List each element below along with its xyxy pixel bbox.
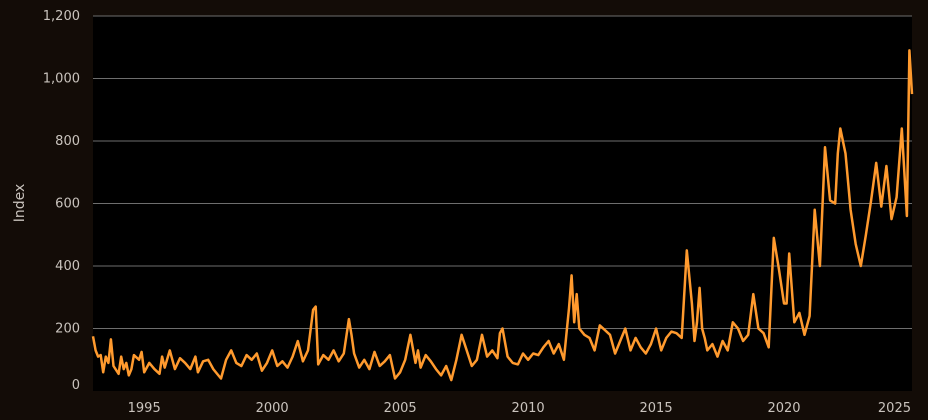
x-tick-label: 2015	[640, 401, 673, 416]
x-tick-label: 2020	[767, 401, 800, 416]
y-tick-label: 600	[55, 197, 80, 212]
series-line	[91, 49, 914, 382]
y-tick-label: 1,000	[43, 72, 80, 87]
series-lines	[91, 49, 914, 382]
x-tick-label: 2000	[256, 401, 289, 416]
y-tick-label: 200	[55, 322, 80, 337]
y-tick-label: 400	[55, 259, 80, 274]
x-tick-label: 2010	[512, 401, 545, 416]
x-tick-label: 2025	[878, 401, 911, 416]
y-axis-title: Index	[12, 184, 28, 223]
y-tick-label: 0	[72, 378, 80, 393]
x-axis-ticks: 1995 2000 2005 2010 2015 2020 2025	[128, 401, 911, 416]
x-tick-label: 2005	[384, 401, 417, 416]
y-tick-label: 800	[55, 134, 80, 149]
gridlines	[93, 15, 912, 329]
y-tick-label: 1,200	[43, 9, 80, 24]
y-axis-ticks: 0 200 400 600 800 1,000 1,200	[43, 9, 80, 393]
x-tick-label: 1995	[128, 401, 161, 416]
